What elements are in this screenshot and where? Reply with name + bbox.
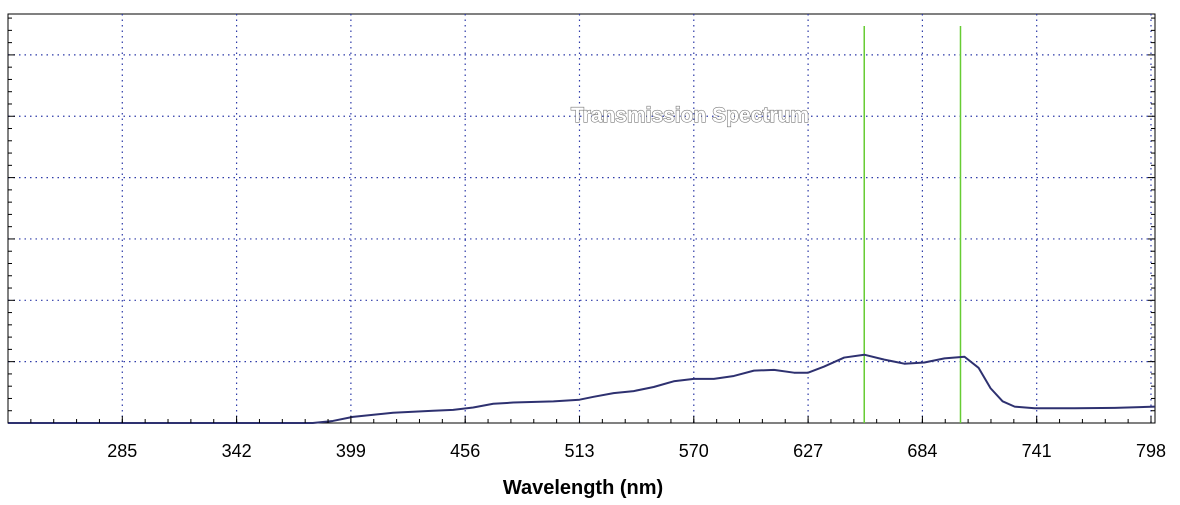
x-tick-label: 627 bbox=[793, 441, 823, 461]
x-tick-label: 513 bbox=[564, 441, 594, 461]
x-tick-label: 399 bbox=[336, 441, 366, 461]
grid-layer bbox=[8, 14, 1155, 423]
x-axis-label: Wavelength (nm) bbox=[503, 477, 663, 499]
tick-layer: 285 342 399 456 513 570 627 684 741 798 bbox=[7, 17, 1166, 461]
series-line-transmission bbox=[8, 353, 1156, 424]
x-tick-label: 684 bbox=[907, 441, 937, 461]
plot-frame bbox=[7, 13, 1156, 424]
x-tick-label: 570 bbox=[679, 441, 709, 461]
x-tick-label: 456 bbox=[450, 441, 480, 461]
x-tick-label: 285 bbox=[107, 441, 137, 461]
x-tick-label: 342 bbox=[222, 441, 252, 461]
x-tick-label: 798 bbox=[1136, 441, 1166, 461]
x-tick-label: 741 bbox=[1022, 441, 1052, 461]
chart-title: Transmission Spectrum bbox=[571, 104, 809, 127]
